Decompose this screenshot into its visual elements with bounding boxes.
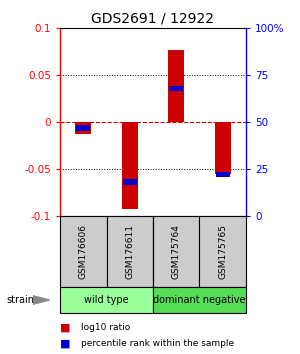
Text: dominant negative: dominant negative (153, 295, 246, 305)
Bar (168, 50, 184, 122)
Bar (214, 122, 231, 174)
Bar (153, 216, 200, 287)
Text: GSM176611: GSM176611 (125, 224, 134, 279)
Bar (60, 287, 153, 313)
Bar (153, 287, 246, 313)
Bar (76, 125, 90, 131)
Text: percentile rank within the sample: percentile rank within the sample (81, 339, 234, 348)
Text: GSM175764: GSM175764 (172, 224, 181, 279)
Bar (169, 86, 183, 91)
Bar (75, 122, 92, 134)
Text: GSM176606: GSM176606 (79, 224, 88, 279)
Bar (106, 216, 153, 287)
Text: ■: ■ (60, 322, 70, 332)
Bar (216, 172, 230, 177)
Text: wild type: wild type (84, 295, 129, 305)
Bar (200, 216, 246, 287)
Bar (60, 216, 106, 287)
Bar (123, 179, 137, 185)
Text: strain: strain (6, 295, 34, 305)
Bar (122, 122, 138, 209)
Polygon shape (33, 296, 50, 304)
Text: ■: ■ (60, 338, 70, 348)
Title: GDS2691 / 12922: GDS2691 / 12922 (92, 12, 214, 26)
Text: GSM175765: GSM175765 (218, 224, 227, 279)
Text: log10 ratio: log10 ratio (81, 323, 130, 332)
